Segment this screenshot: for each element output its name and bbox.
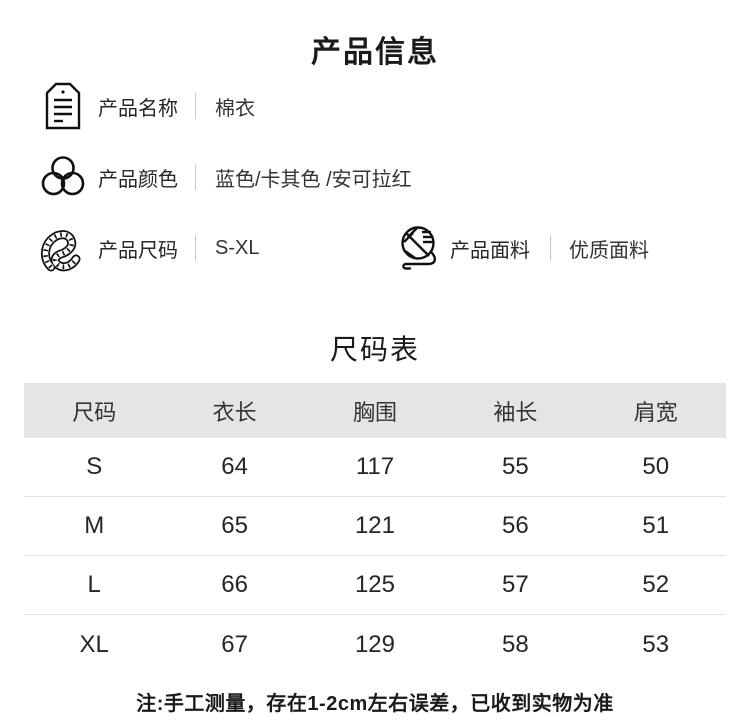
divider	[195, 164, 196, 190]
cell-shoulder: 53	[642, 630, 670, 658]
cell-size: XL	[79, 630, 109, 658]
yarn-icon	[396, 223, 442, 273]
product-color-value: 蓝色/卡其色 /安可拉红	[215, 168, 412, 191]
measurement-note: 注:手工测量，存在1-2cm左右误差，已收到实物为准	[136, 693, 614, 715]
table-row: XL 67 129 58 53	[24, 615, 726, 674]
col-header-size: 尺码	[72, 399, 117, 425]
col-header-length: 衣长	[212, 399, 257, 425]
product-color-label: 产品颜色	[98, 168, 178, 191]
cell-length: 65	[221, 512, 248, 539]
cell-length: 64	[221, 453, 248, 480]
table-row: M 65 121 56 51	[24, 497, 726, 556]
cell-sleeve: 56	[502, 512, 529, 539]
cell-sleeve: 58	[502, 630, 529, 658]
cell-length: 67	[221, 630, 248, 658]
product-color-row: 产品颜色 蓝色/卡其色 /安可拉红	[0, 153, 750, 201]
product-name-row: 产品名称 棉衣	[0, 82, 750, 130]
product-name-value: 棉衣	[215, 97, 255, 120]
size-chart-table: 尺码 衣长 胸围 袖长 肩宽 S 64 117 55 50 M 65 121 5…	[24, 383, 726, 674]
cell-sleeve: 55	[502, 453, 529, 480]
cell-shoulder: 51	[642, 512, 670, 539]
divider	[550, 235, 551, 261]
divider	[195, 235, 196, 261]
cell-bust: 117	[355, 453, 395, 480]
table-row: L 66 125 57 52	[24, 556, 726, 615]
cell-size: L	[87, 571, 101, 598]
product-size-label: 产品尺码	[98, 239, 178, 262]
cell-sleeve: 57	[502, 571, 529, 598]
tag-icon	[38, 81, 88, 131]
table-row: S 64 117 55 50	[24, 438, 726, 497]
cell-length: 66	[221, 571, 248, 598]
divider	[195, 93, 196, 119]
col-header-sleeve: 袖长	[493, 399, 538, 425]
col-header-bust: 胸围	[352, 399, 397, 425]
product-fabric-group: 产品面料 优质面料	[396, 224, 649, 272]
tape-icon	[38, 223, 88, 273]
page-title: 产品信息	[311, 36, 439, 69]
cell-bust: 125	[354, 571, 395, 598]
color-icon	[38, 152, 88, 202]
cell-size: M	[84, 512, 105, 539]
cell-bust: 129	[354, 630, 395, 658]
product-size-value: S-XL	[215, 236, 260, 259]
product-fabric-value: 优质面料	[569, 239, 649, 262]
cell-bust: 121	[354, 512, 395, 539]
cell-shoulder: 52	[642, 571, 670, 598]
product-fabric-label: 产品面料	[450, 239, 530, 262]
product-size-row: 产品尺码 S-XL 产品面料 优质面料	[0, 224, 750, 272]
table-header-row: 尺码 衣长 胸围 袖长 肩宽	[24, 383, 726, 438]
col-header-shoulder: 肩宽	[633, 399, 678, 425]
product-name-label: 产品名称	[98, 97, 178, 120]
product-info-section: 产品名称 棉衣 产品颜色 蓝色/卡其色 /安可拉红 产品尺码 S-XL	[0, 82, 750, 272]
cell-size: S	[86, 453, 103, 480]
size-chart-title: 尺码表	[329, 334, 420, 365]
cell-shoulder: 50	[642, 453, 670, 480]
